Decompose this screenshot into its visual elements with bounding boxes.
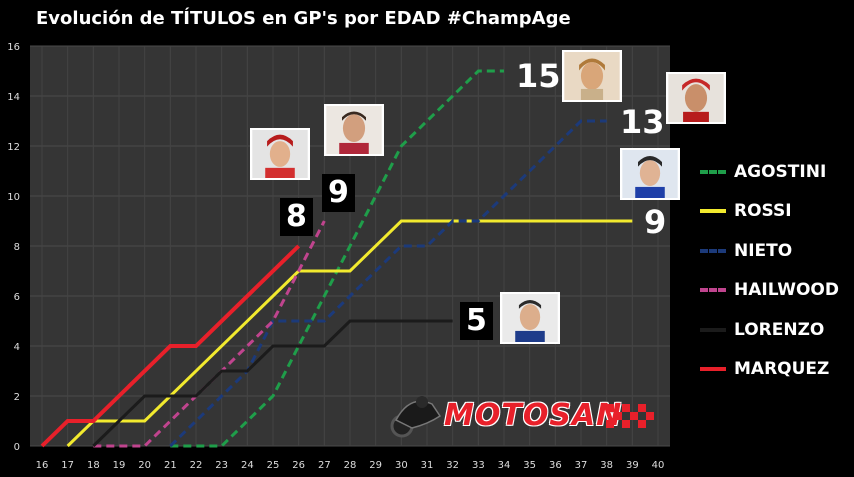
legend-item-nieto: NIETO (700, 231, 850, 271)
y-tick-label: 8 (14, 242, 20, 253)
x-tick-label: 21 (164, 460, 177, 471)
avatar-rossi (620, 148, 680, 200)
x-tick-label: 20 (138, 460, 151, 471)
checkered-flag-icon (606, 404, 654, 428)
avatar-hailwood (324, 104, 384, 156)
x-tick-label: 23 (215, 460, 228, 471)
chart-legend: AGOSTINI ROSSI NIETO HAILWOOD LORENZO MA… (700, 152, 850, 389)
x-tick-label: 16 (36, 460, 49, 471)
x-tick-label: 25 (267, 460, 280, 471)
avatar-agostini (562, 50, 622, 102)
legend-item-marquez: MARQUEZ (700, 350, 850, 390)
rider-portrait-icon (502, 294, 558, 342)
x-tick-label: 34 (498, 460, 511, 471)
avatar-nieto (666, 72, 726, 124)
legend-label: MARQUEZ (734, 359, 830, 380)
legend-swatch (700, 367, 726, 372)
rider-portrait-icon (252, 130, 308, 178)
y-tick-label: 0 (14, 442, 20, 453)
series-lines (40, 69, 633, 448)
series-line-marquez (40, 244, 301, 448)
x-tick-label: 40 (652, 460, 665, 471)
end-label-nieto: 13 (620, 103, 665, 141)
y-tick-label: 14 (7, 92, 20, 103)
legend-swatch (700, 288, 726, 293)
x-tick-label: 24 (241, 460, 254, 471)
legend-label: NIETO (734, 240, 793, 261)
x-tick-label: 33 (472, 460, 485, 471)
end-label-hailwood: 9 (322, 174, 355, 212)
x-tick-label: 19 (113, 460, 126, 471)
y-tick-label: 16 (7, 42, 20, 53)
legend-label: HAILWOOD (734, 280, 839, 301)
rider-portrait-icon (564, 52, 620, 100)
motorbike-icon (390, 396, 442, 438)
x-axis-ticks: 16 17 18 19 20 21 22 23 24 25 26 27 28 29 30 31 32 33 34 35… (36, 460, 665, 471)
legend-swatch (700, 327, 726, 332)
logo-text: MOTOSAN (444, 398, 623, 433)
series-line-nieto (169, 119, 607, 448)
x-tick-label: 29 (369, 460, 382, 471)
legend-item-hailwood: HAILWOOD (700, 271, 850, 311)
avatar-lorenzo (500, 292, 560, 344)
x-tick-label: 31 (421, 460, 434, 471)
x-tick-label: 18 (87, 460, 100, 471)
end-label-rossi: 9 (644, 203, 667, 241)
chart-title: Evolución de TÍTULOS en GP's por EDAD #C… (36, 8, 571, 29)
y-tick-label: 12 (7, 142, 20, 153)
y-tick-label: 6 (14, 292, 20, 303)
y-tick-label: 4 (14, 342, 20, 353)
x-tick-label: 32 (446, 460, 459, 471)
rider-portrait-icon (326, 106, 382, 154)
x-tick-label: 27 (318, 460, 331, 471)
legend-item-rossi: ROSSI (700, 192, 850, 232)
legend-swatch (700, 248, 726, 253)
x-tick-label: 17 (61, 460, 74, 471)
legend-label: LORENZO (734, 319, 825, 340)
legend-swatch (700, 169, 726, 174)
avatar-marquez (250, 128, 310, 180)
x-tick-label: 30 (395, 460, 408, 471)
motosan-logo: MOTOSAN (388, 390, 678, 440)
legend-label: ROSSI (734, 201, 792, 222)
legend-swatch (700, 209, 726, 214)
x-tick-label: 37 (575, 460, 588, 471)
end-label-lorenzo: 5 (460, 302, 493, 340)
x-tick-label: 22 (190, 460, 203, 471)
legend-label: AGOSTINI (734, 161, 827, 182)
x-tick-label: 36 (549, 460, 562, 471)
legend-item-agostini: AGOSTINI (700, 152, 850, 192)
x-tick-label: 28 (344, 460, 357, 471)
end-label-agostini: 15 (516, 57, 561, 95)
y-tick-label: 2 (14, 392, 20, 403)
series-line-lorenzo (92, 319, 453, 448)
y-tick-label: 10 (7, 192, 20, 203)
end-label-marquez: 8 (280, 198, 313, 236)
y-axis-ticks: 0 2 4 6 8 10 12 14 16 (7, 42, 20, 453)
x-tick-label: 38 (600, 460, 613, 471)
x-tick-label: 26 (292, 460, 305, 471)
rider-portrait-icon (668, 74, 724, 122)
x-tick-label: 39 (626, 460, 639, 471)
rider-portrait-icon (622, 150, 678, 198)
x-tick-label: 35 (523, 460, 536, 471)
legend-item-lorenzo: LORENZO (700, 310, 850, 350)
